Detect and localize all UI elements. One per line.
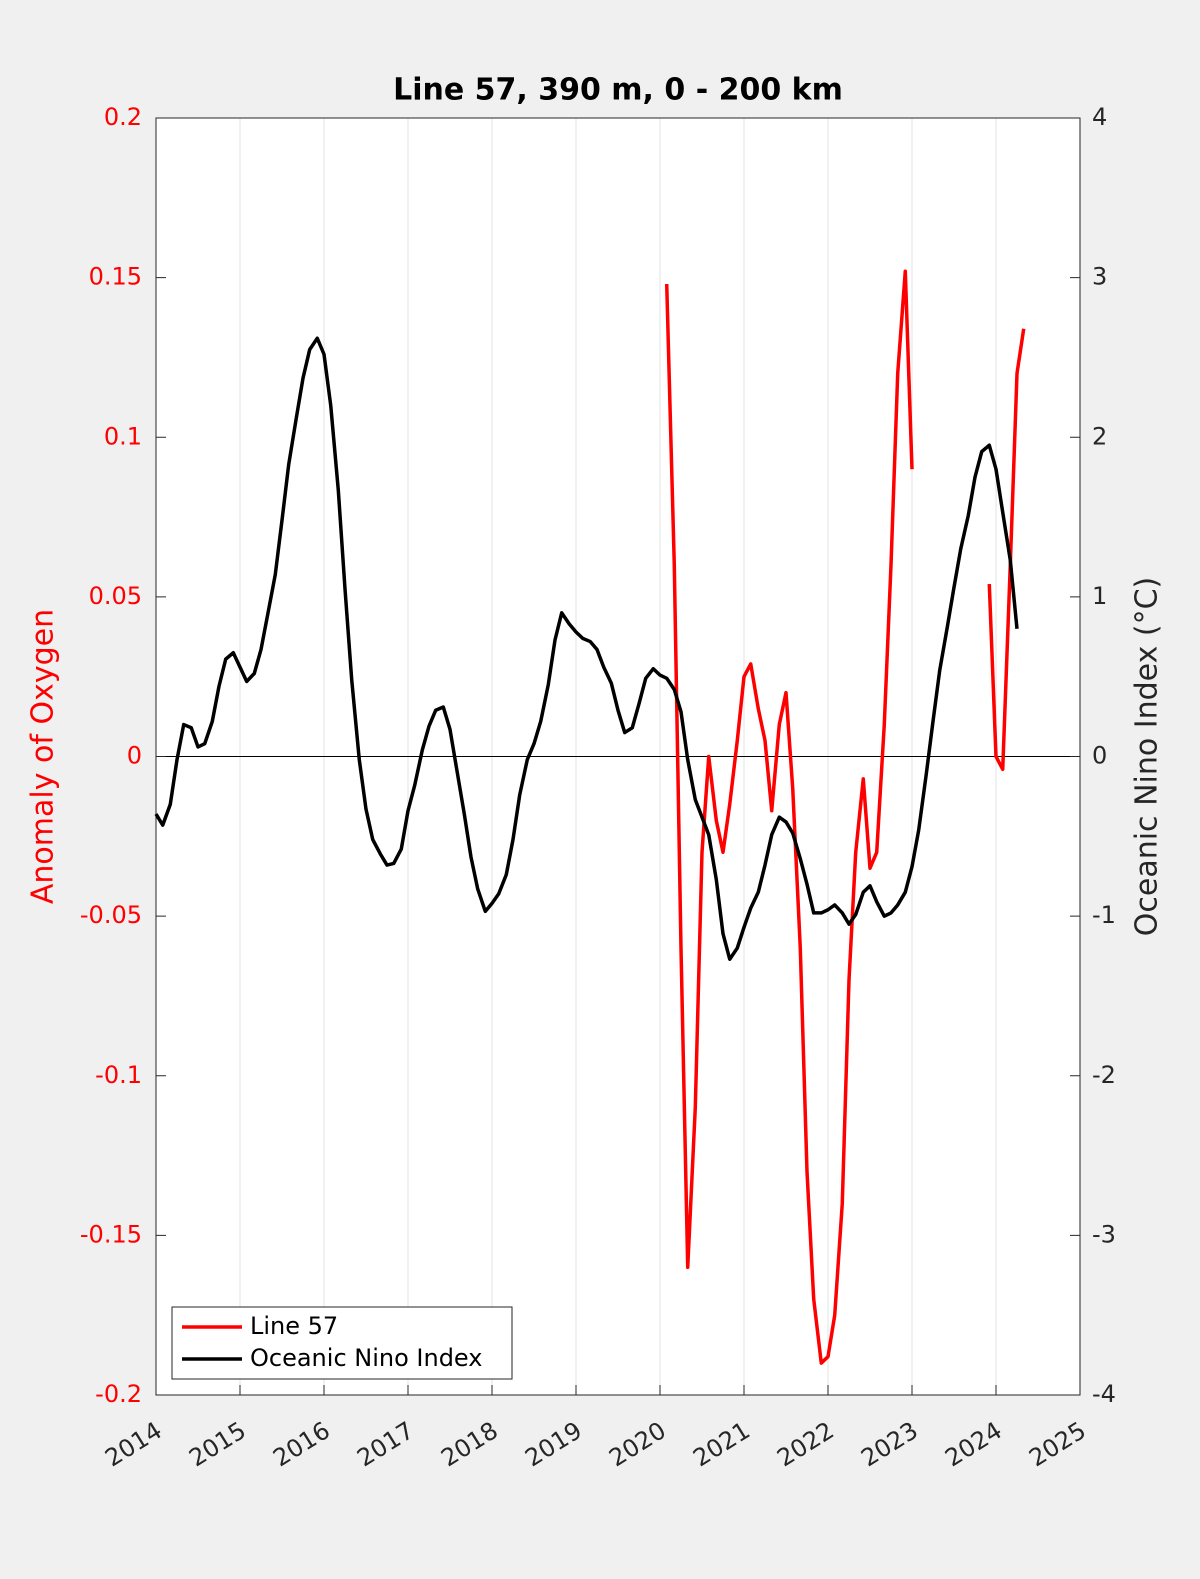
y-tick-label: -0.15 xyxy=(80,1220,142,1248)
y-tick-label: 0.15 xyxy=(89,263,142,291)
x-tick-label: 2018 xyxy=(436,1416,503,1472)
x-tick-label: 2016 xyxy=(268,1416,335,1472)
x-tick-label: 2025 xyxy=(1024,1416,1091,1472)
y2-tick-label: 2 xyxy=(1092,422,1107,450)
legend-box xyxy=(171,1306,513,1380)
x-tick-label: 2014 xyxy=(100,1416,167,1472)
y2-tick-label: 0 xyxy=(1092,742,1107,770)
y-tick-label: -0.05 xyxy=(80,901,142,929)
x-tick-label: 2015 xyxy=(184,1416,251,1472)
y-tick-label: 0.05 xyxy=(89,582,142,610)
y2-tick-label: 1 xyxy=(1092,582,1107,610)
legend-label: Line 57 xyxy=(250,1312,338,1340)
x-tick-label: 2017 xyxy=(352,1416,419,1472)
y-axis-label: Anomaly of Oxygen xyxy=(26,609,61,904)
y-tick-label: 0.2 xyxy=(104,103,142,131)
x-tick-label: 2022 xyxy=(772,1416,839,1472)
y2-tick-label: -3 xyxy=(1092,1220,1116,1248)
legend-label: Oceanic Nino Index xyxy=(250,1344,482,1372)
y-tick-label: 0 xyxy=(127,742,142,770)
x-tick-label: 2024 xyxy=(940,1416,1007,1472)
x-tick-label: 2020 xyxy=(604,1416,671,1472)
chart-title: Line 57, 390 m, 0 - 200 km xyxy=(393,73,843,108)
y2-tick-label: 4 xyxy=(1092,103,1107,131)
y-tick-label: -0.1 xyxy=(95,1061,142,1089)
x-tick-label: 2021 xyxy=(688,1416,755,1472)
line-series xyxy=(154,336,1019,961)
y2-tick-label: -4 xyxy=(1092,1380,1116,1408)
y-tick-label: 0.1 xyxy=(104,422,142,450)
line-series xyxy=(664,269,1026,1365)
x-tick-label: 2019 xyxy=(520,1416,587,1472)
y2-tick-label: -2 xyxy=(1092,1061,1116,1089)
y2-tick-label: 3 xyxy=(1092,263,1107,291)
x-tick-label: 2023 xyxy=(856,1416,923,1472)
plot-frame xyxy=(155,117,1081,1396)
y2-axis-label: Oceanic Nino Index (°C) xyxy=(1130,577,1165,937)
y-tick-label: -0.2 xyxy=(95,1380,142,1408)
y2-tick-label: -1 xyxy=(1092,901,1116,929)
